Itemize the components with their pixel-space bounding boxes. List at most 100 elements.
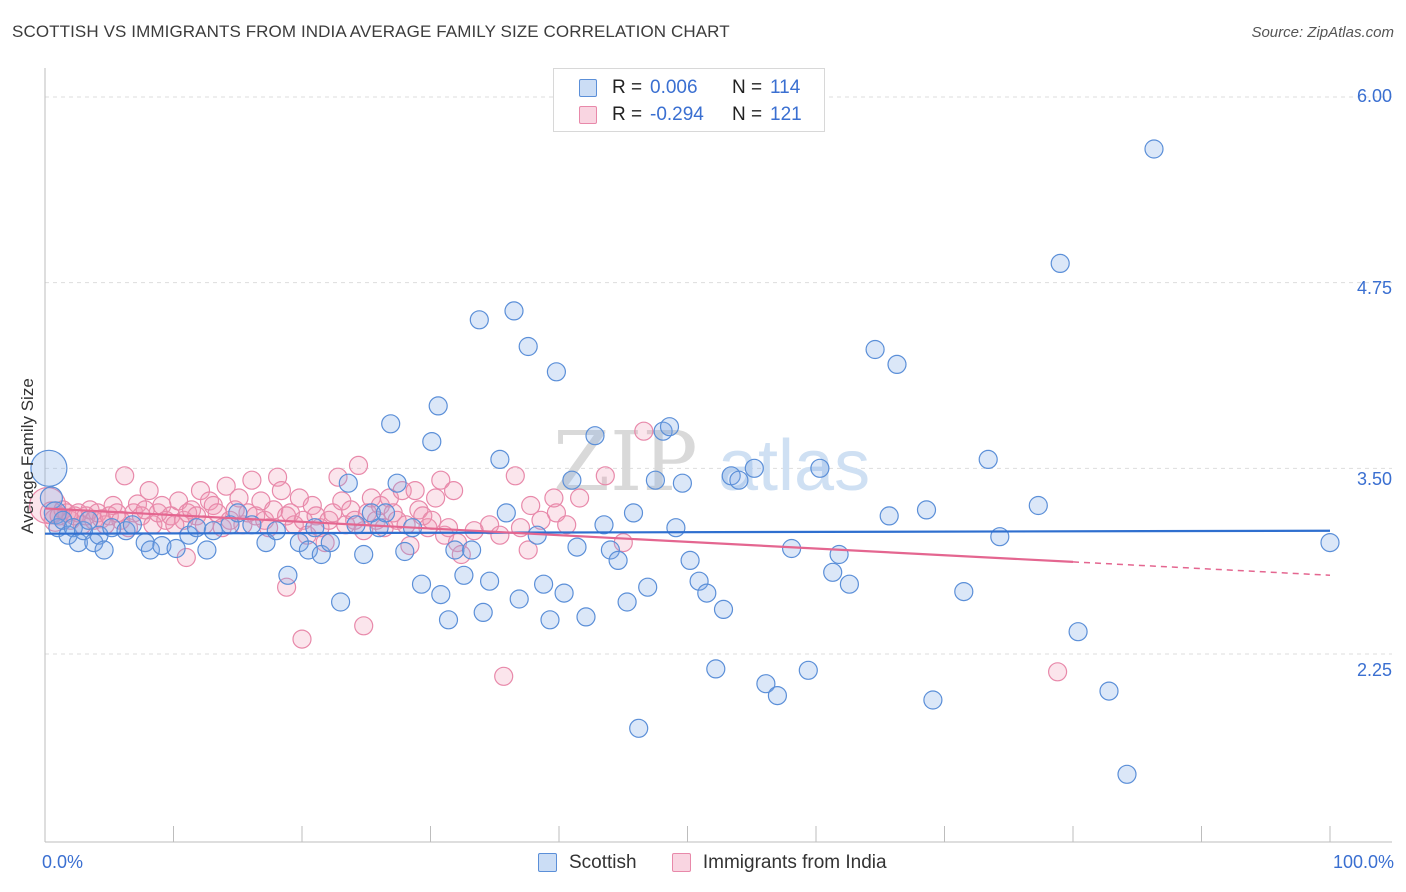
- scottish-point: [666, 518, 686, 538]
- india-point: [426, 488, 446, 508]
- india-trend-line: [44, 507, 1074, 564]
- india-point: [292, 629, 312, 649]
- y-tick-label: 4.75: [1356, 278, 1392, 298]
- scottish-point: [387, 473, 407, 493]
- scottish-point: [767, 685, 788, 706]
- legend-item-india: Immigrants from India: [671, 852, 887, 874]
- scottish-point: [680, 550, 700, 571]
- scottish-point: [187, 518, 207, 538]
- scottish-point: [30, 449, 68, 487]
- scottish-point: [395, 541, 415, 562]
- scottish-point: [1099, 681, 1119, 701]
- y-tick-label: 6.00: [1356, 86, 1392, 106]
- scottish-point: [629, 718, 649, 738]
- india-point: [302, 495, 322, 516]
- scottish-point: [480, 571, 500, 591]
- scottish-point: [152, 535, 172, 556]
- watermark: ZIP atlas: [553, 415, 870, 510]
- scottish-point: [567, 537, 587, 557]
- scottish-point: [53, 510, 73, 530]
- india-point: [490, 525, 510, 545]
- chart-title: SCOTTISH VS IMMIGRANTS FROM INDIA AVERAG…: [12, 22, 730, 41]
- scottish-point: [454, 565, 474, 585]
- scottish-point: [1028, 495, 1048, 516]
- x-axis-max-label: 100.0%: [1332, 852, 1394, 872]
- india-point: [68, 503, 89, 523]
- scottish-point: [411, 574, 432, 594]
- scottish-point: [166, 538, 186, 559]
- scottish-point: [554, 583, 574, 603]
- scottish-point: [1320, 532, 1340, 553]
- legend-item-scottish: Scottish: [538, 852, 637, 874]
- scottish-point: [1068, 622, 1088, 642]
- india-point: [238, 503, 258, 523]
- legend-label-scottish: Scottish: [569, 852, 637, 873]
- stats-row-scottish: R = 0.006 N = 114: [554, 73, 824, 101]
- scottish-point: [361, 503, 381, 523]
- scottish-point: [576, 607, 596, 627]
- scottish-point: [916, 500, 937, 520]
- scottish-point: [375, 503, 396, 523]
- india-point: [229, 488, 249, 508]
- scottish-point: [659, 417, 680, 437]
- watermark-zip: ZIP: [553, 415, 698, 510]
- scottish-point: [978, 449, 998, 469]
- scottish-point: [518, 336, 538, 357]
- scottish-point: [338, 473, 358, 493]
- x-axis: [44, 68, 1392, 843]
- n-value: 121: [770, 104, 802, 125]
- scottish-point: [278, 565, 298, 585]
- scottish-point: [203, 521, 223, 541]
- india-point: [115, 466, 135, 486]
- scottish-point: [381, 414, 401, 434]
- scottish-point: [462, 540, 482, 560]
- scottish-point: [713, 599, 734, 620]
- india-point: [422, 510, 442, 530]
- scottish-swatch-icon: [579, 79, 597, 97]
- scottish-point: [331, 592, 351, 612]
- scottish-point: [197, 540, 217, 560]
- scottish-point: [839, 574, 860, 594]
- scottish-point: [266, 521, 286, 541]
- watermark-atlas: atlas: [718, 426, 870, 506]
- scottish-point: [354, 544, 374, 565]
- n-value: 114: [770, 77, 801, 98]
- scottish-point: [638, 577, 658, 597]
- scottish-point: [546, 362, 567, 382]
- scottish-trend-line: [44, 529, 1331, 535]
- india-point: [569, 488, 590, 508]
- india-point: [444, 481, 464, 501]
- scottish-point: [810, 458, 830, 478]
- y-tick-label: 2.25: [1356, 660, 1392, 680]
- india-point: [544, 488, 564, 508]
- scottish-point: [585, 426, 605, 446]
- series-legend: Scottish Immigrants from India: [538, 852, 887, 878]
- scottish-point: [879, 506, 899, 526]
- scottish-point: [689, 571, 709, 591]
- scottish-point: [645, 470, 666, 490]
- india-point: [595, 466, 615, 486]
- scottish-point: [954, 581, 974, 602]
- india-point: [405, 481, 425, 501]
- scottish-point: [473, 602, 493, 623]
- india-swatch-icon: [671, 853, 691, 873]
- scottish-point: [94, 540, 114, 560]
- scottish-point: [179, 525, 199, 545]
- scottish-point: [672, 473, 693, 493]
- legend-label-india: Immigrants from India: [702, 852, 887, 873]
- scottish-points: [30, 139, 1340, 784]
- scottish-point: [562, 470, 582, 490]
- scottish-point: [431, 584, 451, 605]
- scottish-point: [744, 458, 764, 478]
- scottish-point: [509, 589, 529, 609]
- scottish-point: [445, 540, 465, 560]
- scottish-point: [122, 515, 142, 535]
- r-label: R =: [612, 104, 643, 125]
- r-value: 0.006: [650, 77, 698, 98]
- india-swatch-icon: [579, 106, 597, 124]
- india-point: [216, 476, 236, 496]
- india-point: [480, 515, 500, 535]
- india-point: [431, 470, 451, 490]
- india-point: [521, 495, 541, 516]
- x-axis-min-label: 0.0%: [42, 852, 84, 872]
